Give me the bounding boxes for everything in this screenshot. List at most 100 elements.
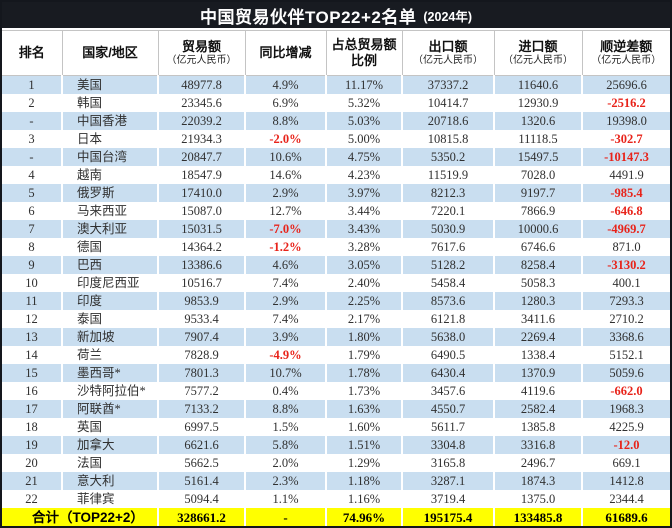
cell-export: 3719.4 [402, 490, 495, 508]
cell-export: 5458.4 [402, 274, 495, 292]
table-row: 16 沙特阿拉伯* 7577.2 0.4% 1.73% 3457.6 4119.6 -662.… [2, 382, 670, 400]
table-row: 1 美国 48977.8 4.9% 11.17% 37337.2 11640.6 25696.… [2, 75, 670, 94]
cell-share: 1.63% [326, 400, 403, 418]
cell-balance: -2516.2 [607, 96, 646, 110]
cell-import: 1375.0 [494, 490, 583, 508]
cell-country: 英国 [62, 418, 159, 436]
col-header-label: 进口额 [518, 38, 558, 54]
header-row: 排名 国家/地区 贸易额 （亿元人民币） 同比增减 占总贸易额比例 [2, 30, 670, 76]
cell-yoy: 7.4% [245, 274, 327, 292]
cell-rank: 19 [2, 436, 63, 454]
table-row: 12 泰国 9533.4 7.4% 2.17% 6121.8 3411.6 2710.2 [2, 310, 670, 328]
cell-share: 11.17% [326, 75, 403, 94]
cell-country: 澳大利亚 [62, 220, 159, 238]
table-row: 21 意大利 5161.4 2.3% 1.18% 3287.1 1874.3 1412.8 [2, 472, 670, 490]
cell-country: 荷兰 [62, 346, 159, 364]
cell-balance: 4491.9 [609, 168, 644, 182]
cell-import: 11118.5 [494, 130, 583, 148]
cell-balance: 669.1 [612, 456, 641, 470]
table-row: 4 越南 18547.9 14.6% 4.23% 11519.9 7028.0 4491.9 [2, 166, 670, 184]
cell-rank: 17 [2, 400, 63, 418]
cell-export: 6490.5 [402, 346, 495, 364]
total-share: 74.96% [326, 508, 403, 526]
cell-rank: 16 [2, 382, 63, 400]
total-export: 195175.4 [402, 508, 495, 526]
cell-country: 美国 [62, 75, 159, 94]
cell-trade: 9533.4 [158, 310, 246, 328]
cell-export: 5030.9 [402, 220, 495, 238]
cell-country: 加拿大 [62, 436, 159, 454]
cell-export: 5350.2 [402, 148, 495, 166]
cell-yoy: 5.8% [245, 436, 327, 454]
total-trade: 328661.2 [158, 508, 246, 526]
cell-share: 1.79% [326, 346, 403, 364]
cell-trade: 7907.4 [158, 328, 246, 346]
col-header-import: 进口额 （亿元人民币） [494, 30, 583, 76]
cell-balance: 5152.1 [609, 348, 644, 362]
cell-import: 8258.4 [494, 256, 583, 274]
cell-trade: 9853.9 [158, 292, 246, 310]
cell-export: 37337.2 [402, 75, 495, 94]
cell-rank: 12 [2, 310, 63, 328]
cell-export: 3304.8 [402, 436, 495, 454]
cell-trade: 15031.5 [158, 220, 246, 238]
cell-balance: -10147.3 [582, 148, 670, 166]
col-header-label: 排名 [18, 45, 45, 61]
cell-yoy: 7.4% [245, 310, 327, 328]
cell-share: 1.80% [326, 328, 403, 346]
cell-trade: 22039.2 [158, 112, 246, 130]
col-header-trade: 贸易额 （亿元人民币） [158, 30, 246, 76]
cell-trade: 21934.3 [158, 130, 246, 148]
cell-import: 7866.9 [494, 202, 583, 220]
cell-import: 3316.8 [494, 436, 583, 454]
cell-country: 印度 [62, 292, 159, 310]
cell-country: 墨西哥* [62, 364, 159, 382]
cell-import: 2269.4 [494, 328, 583, 346]
cell-export: 8212.3 [402, 184, 495, 202]
cell-yoy: 4.6% [245, 256, 327, 274]
cell-share: 5.00% [326, 130, 403, 148]
cell-rank: 11 [2, 292, 63, 310]
cell-trade: 7133.2 [158, 400, 246, 418]
trade-table: 排名 国家/地区 贸易额 （亿元人民币） 同比增减 占总贸易额比例 [2, 30, 670, 526]
table-row: 13 新加坡 7907.4 3.9% 1.80% 5638.0 2269.4 3368.6 [2, 328, 670, 346]
cell-country: 菲律宾 [62, 490, 159, 508]
cell-export: 5638.0 [402, 328, 495, 346]
cell-share: 3.43% [326, 220, 403, 238]
table-row: 9 巴西 13386.6 4.6% 3.05% 5128.2 8258.4 -3130.2 [2, 256, 670, 274]
cell-rank: 8 [2, 238, 63, 256]
cell-share: 2.25% [326, 292, 403, 310]
cell-trade: 13386.6 [158, 256, 246, 274]
cell-import: 2582.4 [494, 400, 583, 418]
cell-share: 5.03% [326, 112, 403, 130]
cell-rank: - [2, 112, 63, 130]
total-row: 合计（TOP22+2） 328661.2 - 74.96% 195175.4 1… [2, 508, 670, 526]
cell-rank: 3 [2, 130, 63, 148]
table-row: 18 英国 6997.5 1.5% 1.60% 5611.7 1385.8 4225.9 [2, 418, 670, 436]
cell-share: 2.40% [326, 274, 403, 292]
cell-trade: 6621.6 [158, 436, 246, 454]
cell-balance: -646.8 [610, 204, 643, 218]
total-import: 133485.8 [494, 508, 583, 526]
cell-trade: 14364.2 [158, 238, 246, 256]
cell-share: 1.29% [326, 454, 403, 472]
table-row: 7 澳大利亚 15031.5 -7.0% 3.43% 5030.9 10000.6 -4969… [2, 220, 670, 238]
cell-export: 11519.9 [402, 166, 495, 184]
cell-rank: 18 [2, 418, 63, 436]
cell-yoy: 2.9% [245, 184, 327, 202]
table-row: - 中国香港 22039.2 8.8% 5.03% 20718.6 1320.6 19398.… [2, 112, 670, 130]
cell-import: 11640.6 [494, 75, 583, 94]
cell-yoy: 14.6% [245, 166, 327, 184]
cell-rank: 14 [2, 346, 63, 364]
cell-country: 韩国 [62, 94, 159, 112]
cell-import: 1338.4 [494, 346, 583, 364]
cell-trade: 23345.6 [158, 94, 246, 112]
cell-export: 8573.6 [402, 292, 495, 310]
cell-balance: -662.0 [610, 384, 643, 398]
cell-share: 1.60% [326, 418, 403, 436]
cell-country: 新加坡 [62, 328, 159, 346]
cell-balance: -3130.2 [582, 256, 670, 274]
cell-yoy: 12.7% [245, 202, 327, 220]
cell-balance: 4225.9 [609, 420, 644, 434]
